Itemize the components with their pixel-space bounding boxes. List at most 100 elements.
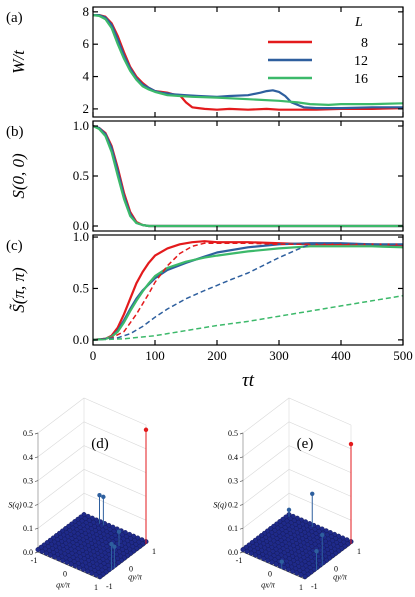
series-line-12-dashed [92, 242, 403, 341]
qx-axis-label: qx/π [56, 581, 71, 590]
z-tick-mark [239, 432, 244, 435]
sq-point [85, 568, 91, 574]
z-tick-label: 0.3 [228, 477, 238, 486]
sq-point [265, 557, 271, 563]
series-line-12 [92, 242, 403, 341]
z-axis-label: S(q) [213, 500, 227, 509]
y-tick-label: 0.0 [73, 218, 89, 233]
sq-point [52, 554, 58, 560]
sq-point [43, 550, 49, 556]
legend-entry: 12 [354, 54, 368, 69]
qy-tick-label: -1 [106, 582, 113, 591]
y-axis-label: S(0, 0) [9, 153, 28, 199]
panel-label: (c) [6, 238, 23, 254]
peak-point [286, 507, 292, 513]
sq-point [89, 570, 95, 576]
sq-point [252, 552, 258, 558]
z-tick-mark [34, 504, 39, 506]
sq-point [39, 548, 45, 554]
x-axis-label: τt [242, 370, 255, 391]
sq-point [240, 547, 246, 553]
panel-label: (e) [297, 436, 314, 452]
qy-axis-label: qy/π [333, 573, 348, 582]
y-tick-label: 0.5 [73, 280, 89, 295]
sq-point [298, 572, 304, 578]
sq-point [302, 574, 308, 580]
series-line-8-dashed [92, 242, 403, 341]
legend-entry: 16 [354, 72, 368, 87]
z-tick-label: 0.0 [228, 548, 238, 557]
series-line-16 [92, 14, 404, 107]
qx-tick-label: 0 [268, 570, 272, 579]
peak-point [97, 492, 102, 498]
qx-tick-label: -1 [31, 556, 38, 565]
z-tick-mark [239, 504, 244, 506]
z-tick-mark [34, 527, 39, 530]
peak-point [101, 494, 106, 500]
z-tick-label: 0.5 [23, 429, 33, 438]
y-tick-label: 8 [83, 4, 90, 19]
panel-b: 0.0 0.5 1.0 (b) S(0, 0) [6, 118, 404, 233]
sq-point [281, 565, 287, 571]
y-tick-label: 1.0 [73, 229, 89, 244]
sq-point [273, 561, 279, 567]
y-tick-label: 0.5 [73, 168, 89, 183]
panel-a: 2 4 6 8 (a) W/t [6, 4, 404, 118]
z-tick-label: 0.4 [23, 453, 33, 462]
plot-frame [92, 120, 404, 232]
sq-point [35, 547, 41, 553]
panel-label: (b) [6, 124, 24, 140]
series-line-8 [92, 240, 404, 341]
plot-frame [92, 234, 404, 346]
y-tick-label: 2 [83, 101, 90, 116]
panel-d: 0.0 0.1 0.2 0.3 0.4 0.5 S(q) -1 0 1 qx/π -1 0 1 qy/π (d… [8, 397, 156, 592]
structure-factor-panels: 0.0 0.1 0.2 0.3 0.4 0.5 S(q) -1 0 1 qx/π -1 0 1 qy/π (d… [8, 397, 361, 592]
z-tick-label: 0.0 [23, 548, 33, 557]
sq-point [286, 566, 292, 572]
wall-gridline [242, 469, 352, 505]
sq-point [56, 556, 62, 562]
peak-point [310, 491, 315, 497]
z-tick-mark [239, 480, 244, 482]
x-tick-label: 300 [269, 348, 289, 363]
legend: L 8 12 16 [268, 15, 368, 87]
peak-point [279, 559, 284, 564]
qx-tick-label: -1 [236, 556, 243, 565]
qy-tick-label: 1 [357, 547, 361, 556]
z-tick-mark [34, 480, 39, 482]
z-tick-mark [34, 551, 39, 554]
sq-point [294, 570, 300, 576]
plot-frame [92, 6, 404, 118]
qy-tick-label: 0 [129, 565, 133, 574]
sq-point [64, 559, 70, 565]
y-tick-label: 6 [83, 36, 90, 51]
y-axis-label: W/t [9, 49, 28, 74]
z-tick-label: 0.1 [228, 524, 238, 533]
legend-entry: 8 [361, 36, 368, 51]
series-line-12 [92, 124, 403, 228]
wall-gridline [37, 469, 147, 505]
sq-point [97, 574, 103, 580]
y-tick-label: 4 [83, 69, 90, 84]
z-tick-label: 0.5 [228, 429, 238, 438]
y-tick-label: 1.0 [73, 118, 89, 133]
z-tick-label: 0.1 [23, 524, 33, 533]
qy-tick-label: 1 [152, 547, 156, 556]
peak-point [109, 541, 114, 547]
qx-tick-label: 0 [63, 570, 67, 579]
z-tick-mark [239, 527, 244, 530]
qy-tick-label: -1 [311, 582, 318, 591]
z-tick-mark [34, 456, 39, 459]
qx-axis-label: qx/π [261, 581, 276, 590]
sq-point [47, 552, 53, 558]
x-tick-label: 200 [207, 348, 227, 363]
sq-point [248, 550, 254, 556]
qx-tick-label: 1 [299, 583, 303, 592]
sq-point [269, 559, 275, 565]
series-line-12 [93, 14, 403, 110]
peak-point [348, 441, 354, 447]
sq-point [60, 557, 66, 563]
z-tick-label: 0.2 [23, 500, 33, 509]
x-tick-label: 0 [90, 348, 97, 363]
